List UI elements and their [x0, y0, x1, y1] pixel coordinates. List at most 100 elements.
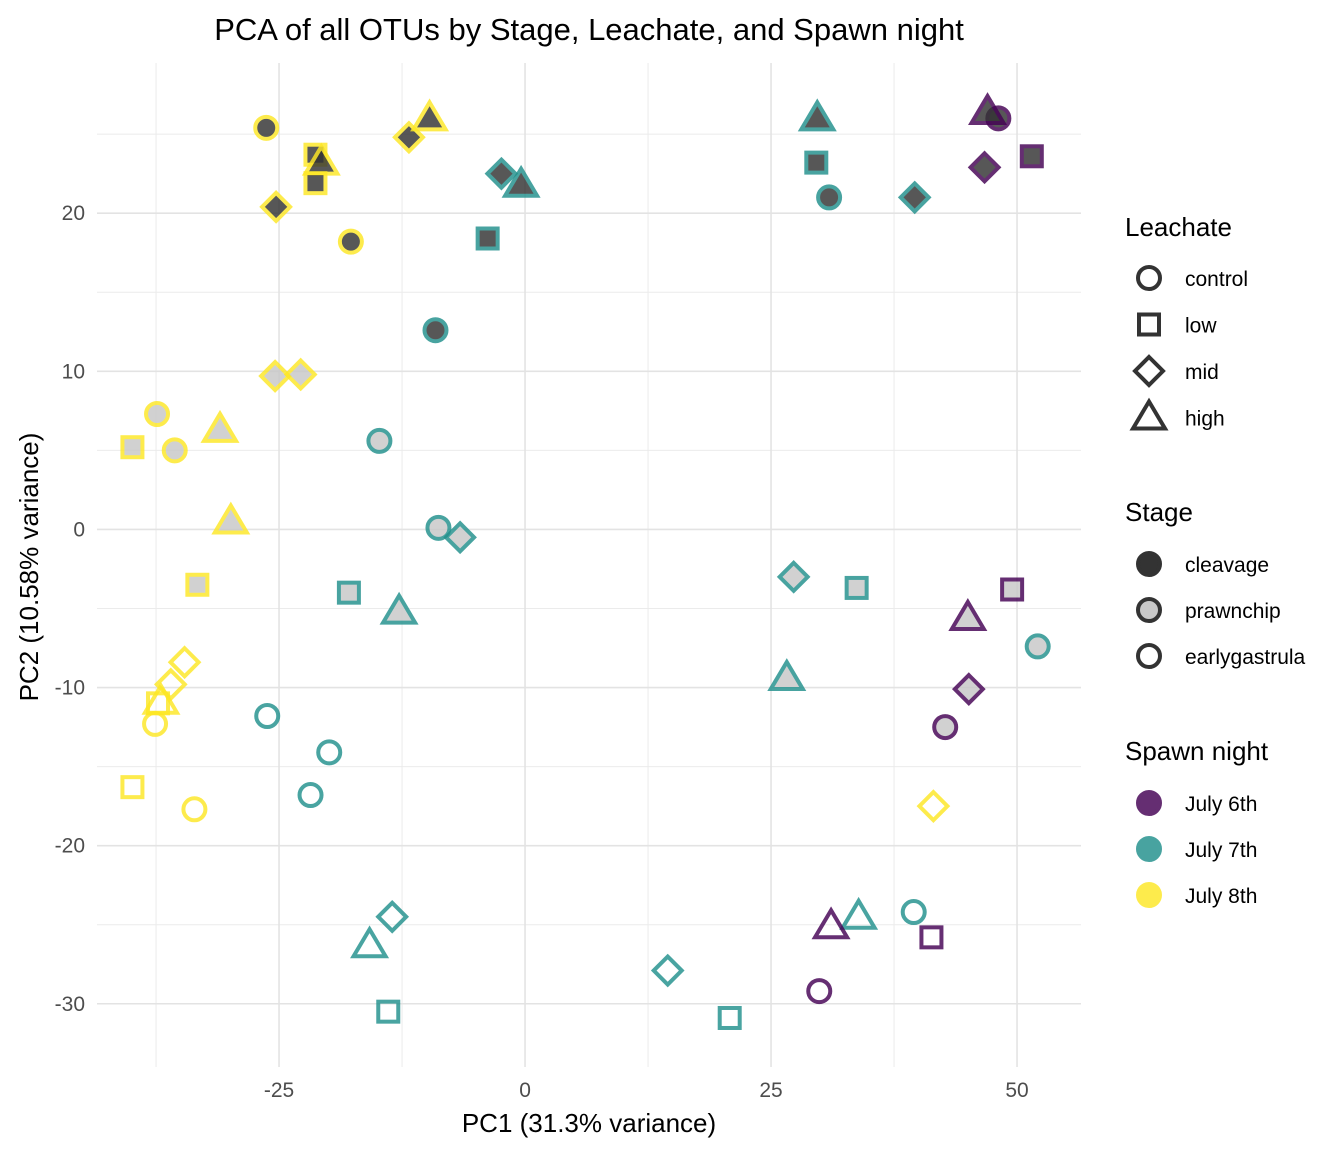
data-points — [120, 92, 1051, 1030]
legend-key-control — [1136, 265, 1162, 291]
point-mid-earlygastrula-july-8th — [916, 789, 951, 823]
y-tick-label: -20 — [55, 835, 85, 858]
legend-leachate: Leachate control low mid high — [1125, 212, 1248, 431]
legend-key-july-6th — [1136, 790, 1162, 816]
point-low-earlygastrula-july-8th — [120, 775, 145, 800]
point-low-cleavage-july-7th — [475, 226, 500, 251]
point-mid-earlygastrula-july-8th — [167, 645, 202, 680]
point-high-cleavage-july-7th — [797, 98, 837, 132]
y-tick-label: 0 — [73, 518, 85, 541]
legend-key-mid — [1132, 354, 1166, 388]
point-mid-cleavage-july-8th — [259, 190, 293, 224]
point-control-prawnchip-july-7th — [425, 514, 452, 541]
point-control-earlygastrula-july-7th — [900, 899, 927, 926]
point-mid-prawnchip-july-7th — [776, 560, 811, 594]
point-high-prawnchip-july-8th — [200, 409, 240, 443]
legend-title: Leachate — [1125, 212, 1232, 242]
point-control-earlygastrula-july-7th — [316, 739, 343, 766]
legend-label: cleavage — [1185, 554, 1269, 577]
point-mid-prawnchip-july-7th — [443, 520, 477, 555]
legend-key-low — [1137, 312, 1161, 337]
y-tick-label: -30 — [55, 993, 85, 1016]
legend: Leachate control low mid high Stage cleavage pr… — [1125, 212, 1306, 908]
point-control-earlygastrula-july-7th — [254, 702, 281, 729]
x-tick-label: -25 — [264, 1079, 294, 1102]
legend-key-july-7th — [1136, 836, 1162, 862]
point-mid-earlygastrula-july-7th — [375, 899, 410, 934]
point-control-cleavage-july-7th — [816, 184, 843, 211]
point-mid-prawnchip-july-6th — [951, 672, 986, 706]
point-control-cleavage-july-8th — [253, 114, 280, 141]
legend-label: prawnchip — [1185, 600, 1281, 623]
point-control-earlygastrula-july-6th — [806, 978, 833, 1005]
point-low-prawnchip-july-8th — [120, 435, 145, 460]
point-control-earlygastrula-july-8th — [142, 710, 169, 737]
point-mid-cleavage-july-7th — [897, 180, 932, 215]
point-control-prawnchip-july-7th — [366, 427, 393, 454]
point-high-prawnchip-july-7th — [379, 591, 419, 625]
legend-label: mid — [1185, 361, 1219, 384]
legend-label: July 6th — [1185, 793, 1257, 816]
point-mid-prawnchip-july-8th — [258, 359, 292, 393]
point-control-prawnchip-july-6th — [932, 714, 959, 741]
point-low-cleavage-july-7th — [804, 150, 829, 175]
y-tick-label: 10 — [62, 360, 85, 383]
point-control-prawnchip-july-7th — [1024, 633, 1051, 660]
point-low-prawnchip-july-8th — [185, 572, 210, 597]
point-mid-earlygastrula-july-7th — [650, 953, 685, 988]
y-axis-title: PC2 (10.58% variance) — [14, 433, 44, 702]
point-high-earlygastrula-july-7th — [350, 925, 390, 959]
legend-key-july-8th — [1136, 882, 1162, 908]
legend-key-prawnchip — [1136, 597, 1162, 623]
point-high-prawnchip-july-6th — [948, 598, 988, 631]
point-control-prawnchip-july-8th — [161, 437, 188, 464]
point-high-prawnchip-july-8th — [211, 501, 251, 535]
point-control-earlygastrula-july-8th — [181, 796, 208, 823]
point-high-earlygastrula-july-7th — [839, 896, 879, 930]
point-low-prawnchip-july-7th — [336, 580, 361, 605]
legend-spawn-night: Spawn night July 6th July 7th July 8th — [1125, 736, 1269, 908]
point-control-cleavage-july-7th — [422, 317, 449, 344]
legend-key-earlygastrula — [1136, 643, 1162, 669]
x-tick-label: 0 — [519, 1079, 531, 1102]
legend-label: earlygastrula — [1185, 646, 1306, 669]
point-low-earlygastrula-july-7th — [376, 999, 401, 1024]
point-low-cleavage-july-6th — [1019, 144, 1044, 169]
point-high-cleavage-july-6th — [968, 92, 1008, 126]
x-tick-label: 25 — [759, 1079, 782, 1102]
legend-title: Stage — [1125, 497, 1193, 527]
legend-stage: Stage cleavage prawnchip earlygastrula — [1125, 497, 1306, 669]
point-low-cleavage-july-8th — [303, 171, 328, 196]
legend-key-cleavage — [1136, 551, 1162, 577]
legend-label: July 8th — [1185, 885, 1257, 908]
grid-lines — [97, 63, 1081, 1067]
legend-label: low — [1185, 315, 1217, 338]
point-high-cleavage-july-8th — [410, 98, 450, 132]
x-axis-title: PC1 (31.3% variance) — [462, 1108, 716, 1138]
point-mid-cleavage-july-6th — [967, 150, 1002, 185]
legend-label: high — [1185, 408, 1225, 431]
legend-key-high — [1129, 397, 1169, 431]
point-mid-prawnchip-july-8th — [283, 357, 318, 392]
point-mid-earlygastrula-july-8th — [153, 667, 188, 702]
point-high-earlygastrula-july-6th — [811, 906, 851, 940]
point-low-earlygastrula-july-6th — [919, 925, 944, 950]
y-tick-label: 20 — [62, 202, 85, 225]
point-control-earlygastrula-july-7th — [297, 782, 324, 809]
legend-title: Spawn night — [1125, 736, 1269, 766]
legend-label: July 7th — [1185, 839, 1257, 862]
x-tick-label: 50 — [1005, 1079, 1028, 1102]
point-low-earlygastrula-july-7th — [717, 1005, 742, 1030]
point-low-prawnchip-july-7th — [844, 575, 869, 600]
point-low-prawnchip-july-6th — [1000, 577, 1025, 602]
point-mid-cleavage-july-7th — [484, 156, 519, 191]
point-control-cleavage-july-8th — [337, 228, 364, 255]
point-high-cleavage-july-7th — [501, 164, 541, 198]
tick-labels: -25 0 25 50 -30 -20 -10 0 10 20 — [55, 202, 1029, 1102]
chart-title: PCA of all OTUs by Stage, Leachate, and … — [214, 12, 964, 47]
y-tick-label: -10 — [55, 677, 85, 700]
point-high-prawnchip-july-7th — [767, 658, 807, 692]
point-control-prawnchip-july-8th — [144, 401, 171, 428]
